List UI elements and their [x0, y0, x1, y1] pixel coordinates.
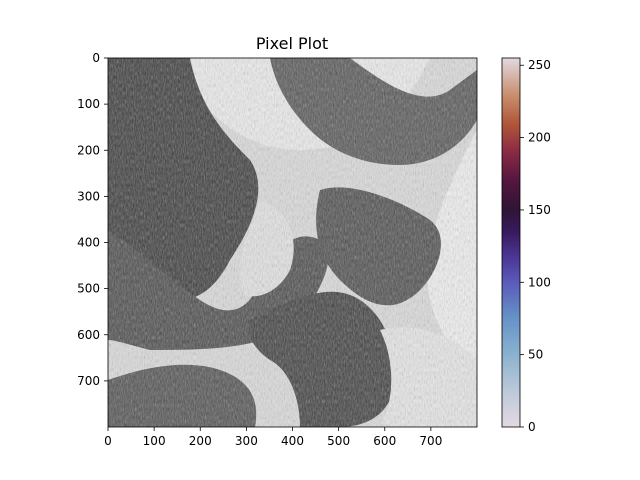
colorbar-tick-label: 150	[528, 203, 551, 217]
y-tick-label: 400	[77, 236, 100, 250]
image-area	[108, 58, 477, 427]
x-axis: 0 100 200 300 400 500 600 700	[104, 427, 442, 448]
colorbar-tick-label: 100	[528, 275, 551, 289]
colorbar-tick-label: 250	[528, 58, 551, 72]
y-tick-label: 0	[92, 51, 100, 65]
y-axis: 0 100 200 300 400 500 600 700	[77, 51, 108, 388]
y-tick-label: 700	[77, 374, 100, 388]
y-tick-label: 500	[77, 282, 100, 296]
colorbar-tick-label: 200	[528, 131, 551, 145]
image-texture	[108, 58, 477, 427]
colorbar	[501, 57, 521, 428]
y-tick-label: 600	[77, 328, 100, 342]
y-tick-label: 100	[77, 97, 100, 111]
y-tick-label: 300	[77, 189, 100, 203]
x-tick-label: 300	[235, 434, 258, 448]
x-tick-label: 0	[104, 434, 112, 448]
x-tick-label: 600	[373, 434, 396, 448]
x-tick-label: 100	[143, 434, 166, 448]
colorbar-axis: 0 50 100 150 200 250	[520, 58, 551, 434]
x-tick-label: 700	[419, 434, 442, 448]
x-tick-label: 400	[281, 434, 304, 448]
colorbar-tick-label: 0	[528, 420, 536, 434]
chart-title: Pixel Plot	[256, 34, 328, 53]
colorbar-tick-label: 50	[528, 348, 543, 362]
y-tick-label: 200	[77, 143, 100, 157]
x-tick-label: 500	[327, 434, 350, 448]
x-tick-label: 200	[189, 434, 212, 448]
